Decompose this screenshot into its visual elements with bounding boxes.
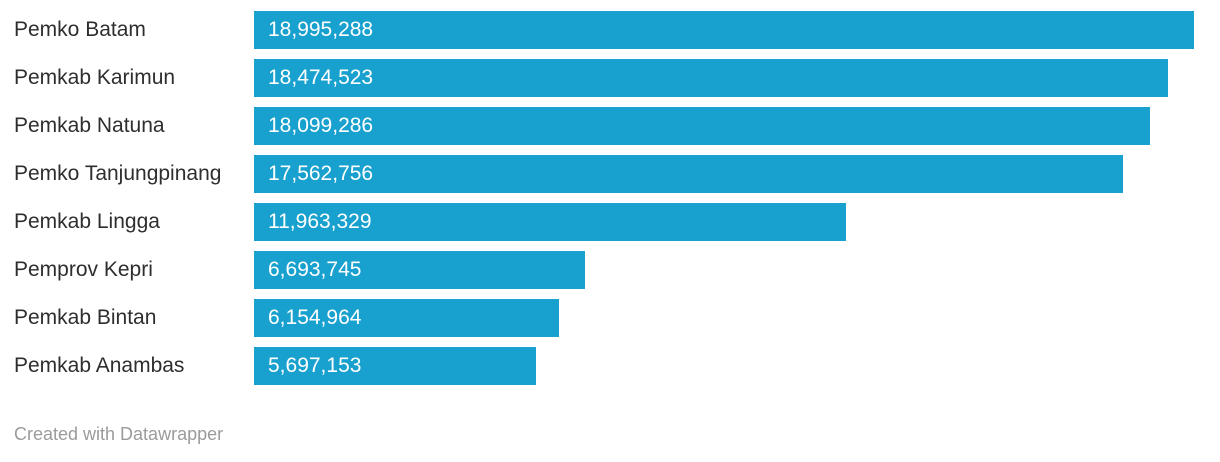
bar: 6,693,745 bbox=[254, 251, 585, 289]
category-label: Pemko Batam bbox=[14, 18, 146, 41]
bar-track: 18,474,523 bbox=[254, 59, 1220, 97]
bar: 18,099,286 bbox=[254, 107, 1150, 145]
value-label: 18,474,523 bbox=[268, 66, 374, 89]
category-label: Pemkab Bintan bbox=[14, 306, 157, 329]
bar: 18,474,523 bbox=[254, 59, 1168, 97]
category-label: Pemkab Lingga bbox=[14, 210, 160, 233]
value-label: 18,995,288 bbox=[268, 18, 374, 41]
table-row: Pemko Batam 18,995,288 bbox=[0, 11, 1220, 49]
bar-track: 18,995,288 bbox=[254, 11, 1220, 49]
table-row: Pemko Tanjungpinang 17,562,756 bbox=[0, 155, 1220, 193]
table-row: Pemprov Kepri 6,693,745 bbox=[0, 251, 1220, 289]
value-label: 11,963,329 bbox=[268, 210, 372, 233]
value-label: 17,562,756 bbox=[268, 162, 374, 185]
bar-track: 5,697,153 bbox=[254, 347, 1220, 385]
table-row: Pemkab Karimun 18,474,523 bbox=[0, 59, 1220, 97]
table-row: Pemkab Bintan 6,154,964 bbox=[0, 299, 1220, 337]
bar-track: 18,099,286 bbox=[254, 107, 1220, 145]
category-label: Pemkab Anambas bbox=[14, 354, 185, 377]
value-label: 6,693,745 bbox=[268, 258, 362, 281]
table-row: Pemkab Anambas 5,697,153 bbox=[0, 347, 1220, 385]
value-label: 5,697,153 bbox=[268, 354, 362, 377]
bar: 17,562,756 bbox=[254, 155, 1123, 193]
chart-footer: Created with Datawrapper bbox=[14, 424, 223, 445]
category-label: Pemkab Natuna bbox=[14, 114, 165, 137]
bar-track: 11,963,329 bbox=[254, 203, 1220, 241]
bar: 5,697,153 bbox=[254, 347, 536, 385]
datawrapper-credit-link[interactable]: Created with Datawrapper bbox=[14, 424, 224, 444]
bar-track: 6,693,745 bbox=[254, 251, 1220, 289]
bar: 11,963,329 bbox=[254, 203, 846, 241]
bar-track: 6,154,964 bbox=[254, 299, 1220, 337]
bar-track: 17,562,756 bbox=[254, 155, 1220, 193]
bar: 6,154,964 bbox=[254, 299, 559, 337]
table-row: Pemkab Natuna 18,099,286 bbox=[0, 107, 1220, 145]
table-row: Pemkab Lingga 11,963,329 bbox=[0, 203, 1220, 241]
bar: 18,995,288 bbox=[254, 11, 1194, 49]
bar-rows: Pemko Batam 18,995,288 Pemkab Karimun 18,47… bbox=[0, 11, 1220, 385]
category-label: Pemkab Karimun bbox=[14, 66, 176, 89]
category-label: Pemprov Kepri bbox=[14, 258, 153, 281]
value-label: 6,154,964 bbox=[268, 306, 362, 329]
value-label: 18,099,286 bbox=[268, 114, 374, 137]
category-label: Pemko Tanjungpinang bbox=[14, 162, 222, 185]
